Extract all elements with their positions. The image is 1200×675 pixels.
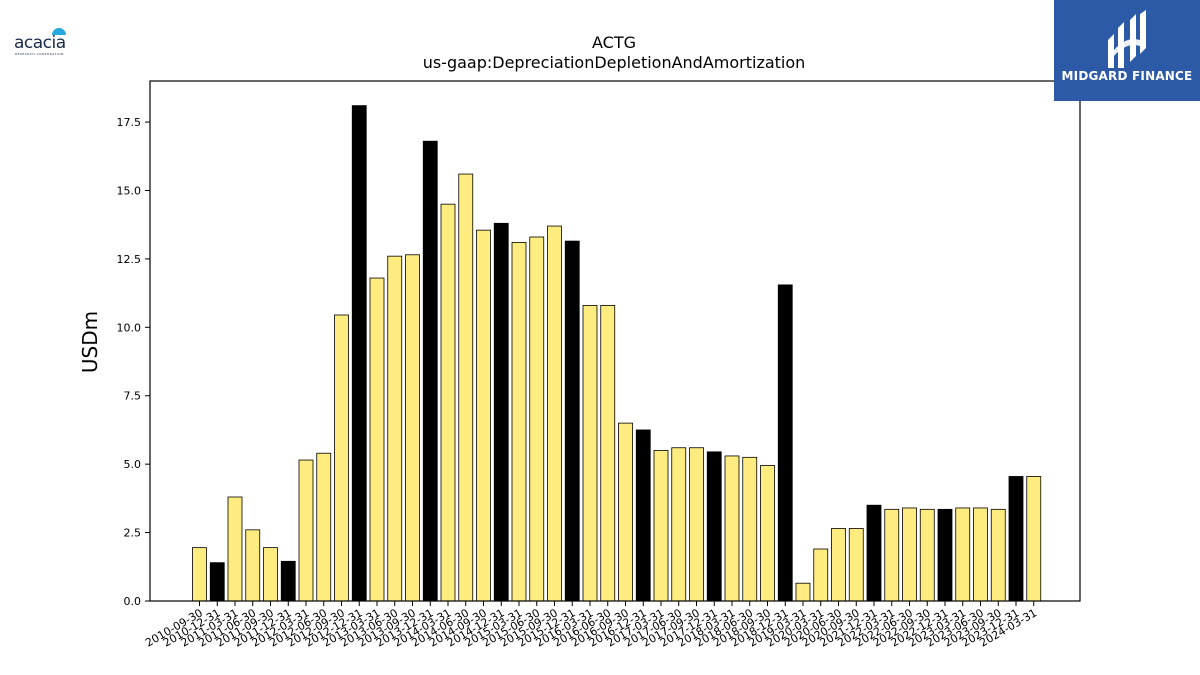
bar-2024-03-31 xyxy=(1026,476,1042,602)
bar-2017-09-30 xyxy=(689,447,704,602)
bar-2016-09-30 xyxy=(618,422,633,602)
bar-2022-09-30 xyxy=(919,508,935,602)
bar-2016-03-31 xyxy=(582,305,598,602)
bar-2014-12-31 xyxy=(493,222,509,602)
x-axis: 2010-09-302010-12-312011-03-312011-06-30… xyxy=(143,601,1039,650)
bar-2017-12-31 xyxy=(706,451,722,602)
bar-2011-09-30 xyxy=(263,547,278,602)
midgard-finance-logo: MIDGARD FINANCE xyxy=(1054,0,1200,101)
logo-arc-icon xyxy=(52,28,66,35)
acacia-logo-text: acacia xyxy=(14,33,66,53)
bar-2021-12-31 xyxy=(866,504,882,602)
bar-2016-06-30 xyxy=(600,305,616,602)
y-axis-label: USDm xyxy=(78,311,102,373)
y-tick-label: 5.0 xyxy=(124,458,142,471)
bar-2023-03-31 xyxy=(955,507,971,602)
bar-2013-12-31 xyxy=(422,140,438,602)
bar-2012-09-30 xyxy=(334,314,349,602)
bar-2023-09-30 xyxy=(990,508,1006,602)
bar-2011-12-31 xyxy=(280,560,296,602)
bar-2022-03-31 xyxy=(884,508,900,602)
bar-2015-03-31 xyxy=(511,242,527,602)
bar-2010-09-30 xyxy=(192,547,207,602)
bar-2017-03-31 xyxy=(653,450,669,602)
bar-2012-03-31 xyxy=(298,459,314,602)
bar-2014-09-30 xyxy=(476,229,491,602)
bar-2013-09-30 xyxy=(405,254,420,602)
bar-2010-12-31 xyxy=(209,562,225,602)
bar-2013-06-30 xyxy=(387,255,403,602)
y-tick-label: 2.5 xyxy=(124,527,142,540)
bar-2023-06-30 xyxy=(973,507,988,602)
bar-2022-06-30 xyxy=(902,507,917,602)
bar-2011-03-31 xyxy=(227,496,243,602)
bar-2015-12-31 xyxy=(564,240,580,602)
bar-2020-06-30 xyxy=(831,528,846,602)
bar-2012-06-30 xyxy=(316,452,332,602)
y-tick-label: 0.0 xyxy=(124,595,142,608)
bar-2015-09-30 xyxy=(547,225,562,602)
y-tick-label: 15.0 xyxy=(117,184,142,197)
midgard-mark-icon xyxy=(1108,10,1146,68)
bar-2018-09-30 xyxy=(760,465,775,602)
bar-2013-03-31 xyxy=(369,277,385,602)
bar-2020-09-30 xyxy=(848,528,864,602)
acacia-logo-subtext: RESEARCH CORPORATION xyxy=(15,52,64,56)
bar-2022-12-31 xyxy=(937,508,953,602)
y-tick-label: 17.5 xyxy=(117,116,142,129)
bar-2020-03-31 xyxy=(813,548,829,602)
bar-2018-12-31 xyxy=(777,284,793,602)
bar-2015-06-30 xyxy=(529,236,545,602)
bars-group xyxy=(192,105,1042,602)
plot-frame xyxy=(149,80,1081,602)
y-tick-label: 10.0 xyxy=(117,321,142,334)
bar-2018-06-30 xyxy=(742,456,758,602)
y-tick-label: 7.5 xyxy=(124,390,142,403)
bar-2011-06-30 xyxy=(245,529,261,602)
acacia-logo: acacia RESEARCH CORPORATION xyxy=(14,28,78,58)
bar-2023-12-31 xyxy=(1008,476,1024,602)
chart-title: ACTG xyxy=(592,33,636,52)
midgard-logo-text: MIDGARD FINANCE xyxy=(1061,69,1193,83)
y-tick-label: 12.5 xyxy=(117,253,142,266)
bar-2012-12-31 xyxy=(351,105,367,602)
bar-2016-12-31 xyxy=(635,429,651,602)
bar-2014-06-30 xyxy=(458,173,474,602)
y-axis: 0.0 2.5 5.0 7.5 10.0 12.5 15.0 17.5 xyxy=(117,116,150,608)
bar-2014-03-31 xyxy=(440,203,456,602)
chart-subtitle: us-gaap:DepreciationDepletionAndAmortiza… xyxy=(423,53,806,72)
bar-2018-03-31 xyxy=(724,455,740,602)
bar-2017-06-30 xyxy=(671,447,687,602)
bar-2019-03-31 xyxy=(795,582,811,602)
